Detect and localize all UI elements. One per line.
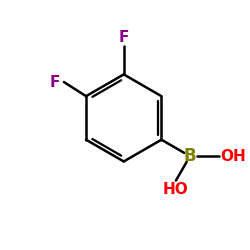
Text: HO: HO xyxy=(162,182,188,197)
Text: OH: OH xyxy=(220,149,246,164)
Text: F: F xyxy=(50,74,60,90)
Text: F: F xyxy=(118,30,129,45)
Text: B: B xyxy=(184,147,196,165)
